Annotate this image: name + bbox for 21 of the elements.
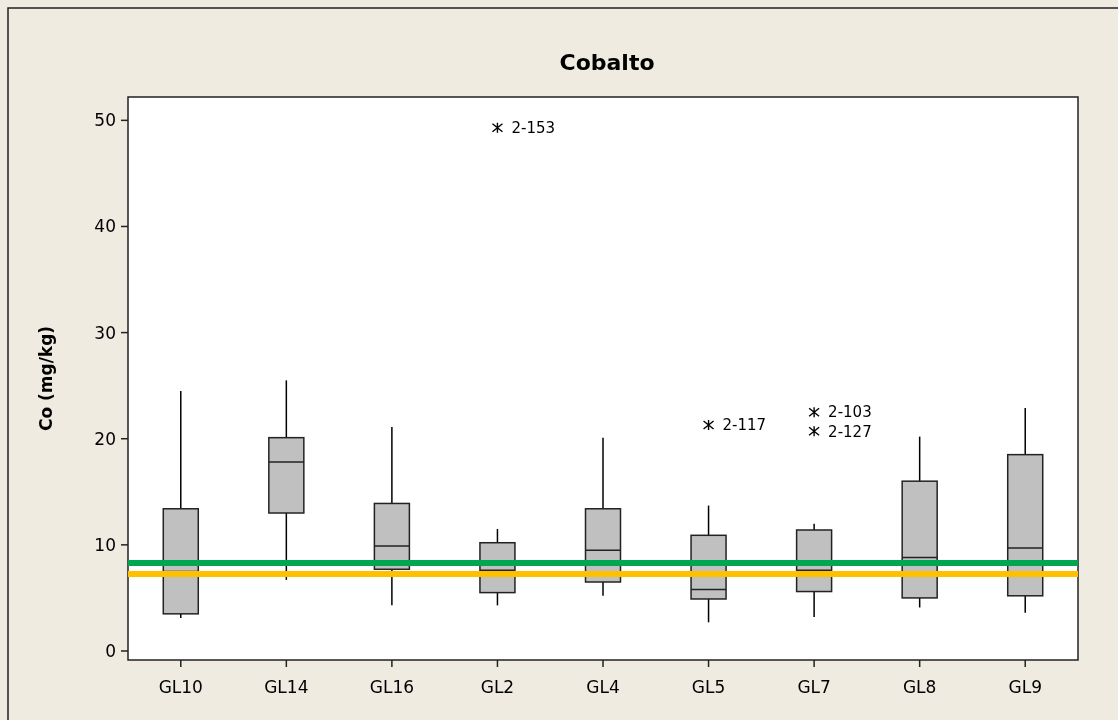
x-tick-label: GL5 — [691, 677, 726, 697]
x-tick-label: GL9 — [1008, 677, 1042, 697]
annotation: 2-103 — [828, 403, 872, 422]
x-tick-label: GL10 — [158, 677, 203, 697]
x-tick-label: GL4 — [586, 677, 620, 697]
chart-title: Cobalto — [559, 50, 655, 75]
x-tick-label: GL16 — [369, 677, 415, 697]
y-tick-label: 40 — [94, 216, 116, 237]
y-tick-label: 0 — [105, 640, 116, 661]
y-tick-label: 20 — [94, 428, 116, 449]
annotation: 2-117 — [722, 416, 767, 435]
y-tick-label: 30 — [94, 322, 116, 343]
annotation: 2-153 — [511, 119, 556, 138]
x-tick-label: GL14 — [264, 677, 309, 697]
x-tick-label: GL8 — [902, 677, 937, 697]
x-tick-label: GL7 — [797, 677, 831, 697]
y-tick-label: 10 — [94, 534, 116, 555]
x-tick-label: GL2 — [480, 677, 515, 697]
y-tick-label: 50 — [94, 110, 116, 131]
y-axis-title: Co (mg/kg) — [36, 325, 56, 432]
annotation: 2-127 — [828, 422, 872, 441]
